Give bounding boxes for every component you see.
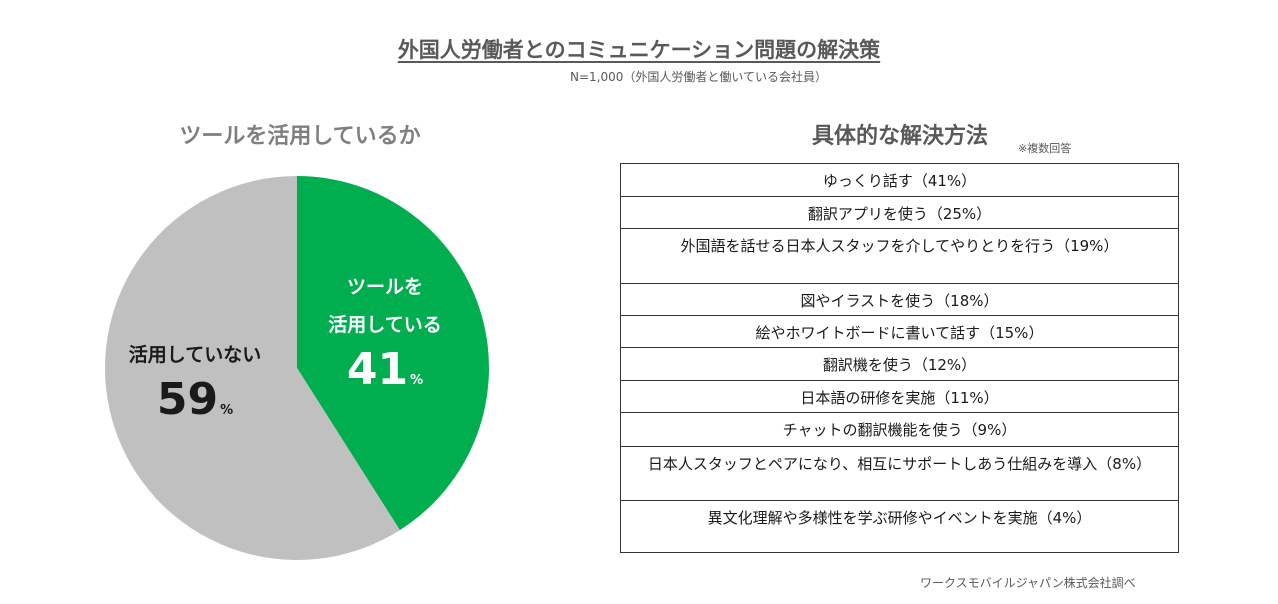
pie-label-non-users: 活用していない 59% bbox=[110, 336, 280, 437]
pie-slice-tool-users bbox=[297, 176, 490, 531]
source-credit: ワークスモバイルジャパン株式会社調べ bbox=[920, 576, 1136, 590]
table-row: 日本人スタッフとペアになり、相互にサポートしあう仕組みを導入（8%） bbox=[621, 447, 1178, 501]
pie-label-tool-users: ツールを 活用している 41% bbox=[300, 268, 470, 407]
table-row: 日本語の研修を実施（11%） bbox=[621, 381, 1178, 413]
multiple-answer-note: ※複数回答 bbox=[1018, 142, 1072, 155]
table-row: チャットの翻訳機能を使う（9%） bbox=[621, 413, 1178, 447]
pie-chart bbox=[105, 176, 490, 560]
pie-label-line: 活用していない bbox=[128, 344, 262, 366]
table-row: 図やイラストを使う（18%） bbox=[621, 284, 1178, 316]
pie-label-line: ツールを bbox=[346, 276, 423, 298]
sample-size-note: N=1,000（外国人労働者と働いている会社員） bbox=[570, 70, 828, 84]
methods-title: 具体的な解決方法 bbox=[811, 124, 988, 149]
page-title-text: 外国人労働者とのコミュニケーション問題の解決策 bbox=[397, 38, 881, 62]
pie-value: 41 bbox=[346, 344, 409, 395]
pie-unit: % bbox=[220, 403, 234, 418]
page-title: 外国人労働者とのコミュニケーション問題の解決策 bbox=[0, 34, 1278, 64]
table-row: 異文化理解や多様性を学ぶ研修やイベントを実施（4%） bbox=[707, 509, 1092, 527]
table-row: 翻訳アプリを使う（25%） bbox=[621, 197, 1178, 229]
pie-value: 59 bbox=[156, 374, 219, 425]
table-row: 翻訳機を使う（12%） bbox=[621, 348, 1178, 381]
pie-chart-title: ツールを活用しているか bbox=[179, 124, 421, 149]
table-row: ゆっくり話す（41%） bbox=[621, 164, 1178, 197]
pie-slice-non-users bbox=[105, 176, 400, 560]
pie-label-line: 活用している bbox=[328, 314, 442, 336]
methods-table: ゆっくり話す（41%） 翻訳アプリを使う（25%） 外国語を話せる日本人スタッフ… bbox=[620, 163, 1179, 553]
table-row: 絵やホワイトボードに書いて話す（15%） bbox=[621, 316, 1178, 348]
table-row: 外国語を話せる日本人スタッフを介してやりとりを行う（19%） bbox=[621, 229, 1178, 284]
pie-unit: % bbox=[410, 373, 424, 388]
